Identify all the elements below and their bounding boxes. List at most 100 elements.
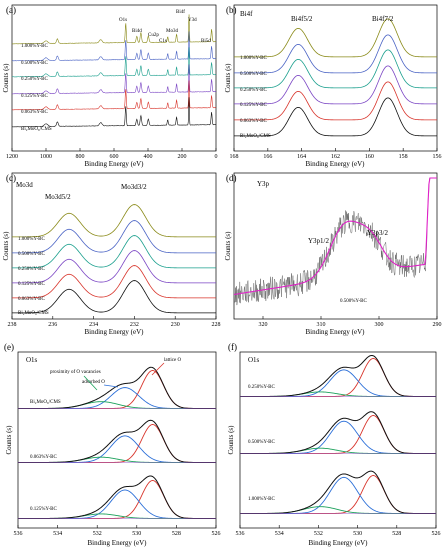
panel-b-sample-label: Bi₂MoO₆/CMS: [240, 134, 271, 139]
panel-d-peak-label: Y3p3/2: [367, 229, 389, 237]
x-tick-label: 530: [353, 531, 362, 537]
x-tick-label: 200: [178, 154, 187, 160]
panel-c-sample-label: 0.250%Y-BC: [18, 267, 45, 272]
panel-c: (c) Mo3d 1.000%Y-BC 0.500%Y-BC 0.250%Y-B…: [2, 172, 221, 336]
panel-a-sample-label: Bi₂MoO₆/CMS: [21, 127, 52, 132]
panel-c-sample-label: 0.125%Y-BC: [18, 282, 45, 287]
panel-f-frame: [239, 351, 437, 529]
panel-e: (e) O1s Bi₂MoO₆/CMS 0.063%Y-BC 0.125%Y-B…: [4, 342, 221, 547]
panel-a-y-axis-label: Counts (s): [2, 63, 10, 93]
x-tick-label: 158: [399, 154, 408, 160]
series-line: [12, 250, 216, 284]
x-tick-label: 532: [314, 531, 323, 537]
panel-f: (f) O1s 0.250%Y-BC 0.500%Y-BC 1.000%Y-BC…: [227, 342, 441, 547]
series-line: [12, 265, 216, 299]
component-line: [240, 506, 436, 514]
panel-a-x-axis-label: Binding Energy (eV): [85, 160, 145, 168]
x-tick-label: 310: [317, 322, 326, 328]
panel-b-label: (b): [226, 5, 237, 15]
panel-e-frame: [17, 351, 217, 529]
panel-a-sample-label: 0.125%Y-BC: [21, 94, 48, 99]
x-tick-label: 166: [263, 154, 272, 160]
panel-b-curves: [234, 18, 437, 137]
x-tick-label: 228: [212, 322, 221, 328]
envelope-line: [240, 411, 436, 454]
panel-c-label: (c): [6, 173, 16, 183]
panel-a-label: (a): [6, 5, 16, 15]
panel-d-y-axis-label: Counts (s): [224, 231, 232, 261]
panel-a-x-ticks: 1200 1000 800 600 400 200 0: [6, 148, 218, 160]
series-line: [12, 235, 216, 269]
peak-label: Bi4d: [132, 29, 142, 34]
annotation-adsorbed-o: adsorbed O: [82, 380, 105, 385]
x-tick-label: 164: [297, 154, 306, 160]
x-tick-label: 236: [48, 322, 57, 328]
arrow-o-vacancies: [83, 375, 98, 391]
panel-b-sample-label: 0.250%Y-BC: [240, 88, 267, 93]
panel-a-sample-label: 0.500%Y-BC: [21, 61, 48, 66]
x-tick-label: 156: [433, 154, 442, 160]
component-line: [240, 369, 436, 397]
panel-c-title: Mo3d: [16, 181, 33, 189]
series-line: [11, 64, 217, 95]
panel-f-curves: [240, 354, 436, 514]
panel-c-sample-label: 0.063%Y-BC: [18, 297, 45, 302]
x-tick-label: 536: [236, 531, 245, 537]
panel-e-sample-label: 0.063%Y-BC: [30, 455, 57, 460]
x-tick-label: 320: [259, 322, 268, 328]
panel-c-x-axis-label: Binding Energy (eV): [85, 328, 145, 336]
panel-e-x-ticks: 536 534 532 530 528 526: [14, 525, 221, 537]
panel-c-sample-label: 1.000%Y-BC: [18, 237, 45, 242]
component-line: [240, 420, 436, 454]
panel-d-sample-label: 0.500%Y-BC: [340, 299, 367, 304]
x-tick-label: 290: [433, 322, 442, 328]
x-tick-label: 800: [76, 154, 85, 160]
component-line: [240, 358, 436, 397]
panel-b: (b) Bi4f 1.000%Y-BC 0.500%Y-BC 0.250%Y-B…: [224, 4, 442, 168]
series-line: [12, 220, 216, 254]
peak-label: Bi4f: [176, 10, 185, 15]
panel-c-peak-label: Mo3d5/2: [45, 193, 71, 201]
panel-a-peak-labels: O1s Bi4d Cu2p Mo3d C1s Bi4f Y3d Bi5d: [119, 10, 211, 44]
x-tick-label: 238: [8, 322, 17, 328]
x-tick-label: 0: [215, 154, 218, 160]
x-tick-label: 168: [230, 154, 239, 160]
series-line: [11, 47, 217, 78]
x-tick-label: 232: [130, 322, 139, 328]
series-line: [11, 31, 217, 62]
peak-label: Cu2p: [148, 33, 159, 38]
panel-a: (a) 1.000%Y-BC 0.500%Y-BC 0.250%Y-BC 0.1…: [2, 4, 218, 168]
component-line: [240, 476, 436, 514]
panel-b-x-axis-label: Binding Energy (eV): [306, 160, 366, 168]
x-tick-label: 1200: [6, 154, 18, 160]
panel-b-sample-labels: 1.000%Y-BC 0.500%Y-BC 0.250%Y-BC 0.125%Y…: [240, 56, 271, 139]
panel-a-sample-label: 0.250%Y-BC: [21, 77, 48, 82]
x-tick-label: 536: [14, 531, 23, 537]
x-tick-label: 526: [212, 531, 221, 537]
panel-b-x-ticks: 168 166 164 162 160 158 156: [230, 148, 442, 160]
panel-b-sample-label: 0.063%Y-BC: [240, 119, 267, 124]
x-tick-label: 530: [132, 531, 141, 537]
arrow-lattice-o: [151, 362, 165, 376]
panel-f-sample-label: 0.500%Y-BC: [248, 440, 275, 445]
arrow-adsorbed-o: [103, 384, 119, 388]
panel-f-x-axis-label: Binding Energy (eV): [309, 539, 369, 547]
panel-d-frame: [233, 172, 438, 320]
panel-e-label: (e): [4, 342, 14, 352]
panel-b-sample-label: 0.500%Y-BC: [240, 72, 267, 77]
panel-c-curves: [12, 204, 216, 314]
panel-e-sample-label: Bi₂MoO₆/CMS: [30, 400, 61, 405]
component-line: [18, 480, 216, 519]
panel-b-title: Bi4f: [240, 10, 253, 18]
x-tick-label: 300: [375, 322, 384, 328]
panel-e-title: O1s: [26, 356, 38, 364]
envelope-line: [240, 470, 436, 514]
peak-label: O1s: [119, 18, 127, 23]
x-tick-label: 534: [53, 531, 62, 537]
panel-d-x-ticks: 320 310 300 290: [259, 316, 442, 328]
panel-b-peak-label: Bi4f7/2: [372, 15, 394, 23]
x-tick-label: 230: [171, 322, 180, 328]
x-tick-label: 600: [110, 154, 119, 160]
